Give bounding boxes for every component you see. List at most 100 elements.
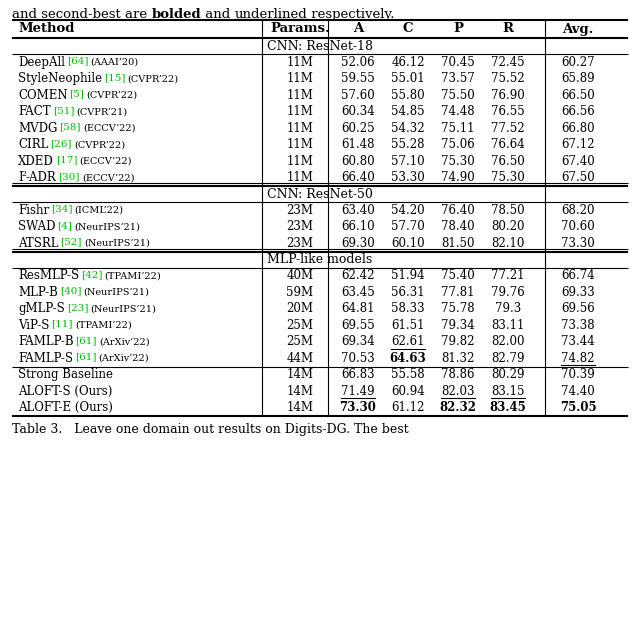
Text: 75.30: 75.30: [491, 171, 525, 184]
Text: 75.06: 75.06: [441, 138, 475, 151]
Text: (NeurIPS’21): (NeurIPS’21): [90, 304, 156, 313]
Text: 82.10: 82.10: [492, 237, 525, 249]
Text: [5]: [5]: [70, 89, 84, 99]
Text: 62.42: 62.42: [341, 269, 375, 282]
Text: (ECCV’22): (ECCV’22): [82, 173, 134, 182]
Text: FACT: FACT: [18, 105, 51, 118]
Text: gMLP-S: gMLP-S: [18, 302, 65, 315]
Text: 64.63: 64.63: [390, 352, 426, 365]
Text: (NeurIPS’21): (NeurIPS’21): [83, 288, 149, 297]
Text: 66.50: 66.50: [561, 89, 595, 102]
Text: 75.11: 75.11: [441, 122, 475, 135]
Text: 23M: 23M: [287, 203, 314, 217]
Text: 80.20: 80.20: [492, 220, 525, 233]
Text: 61.12: 61.12: [391, 401, 425, 415]
Text: 66.40: 66.40: [341, 171, 375, 184]
Text: (ECCV’22): (ECCV’22): [79, 157, 132, 166]
Text: 60.10: 60.10: [391, 237, 425, 249]
Text: 82.03: 82.03: [441, 385, 475, 398]
Text: 74.82: 74.82: [561, 352, 595, 365]
Text: 69.30: 69.30: [341, 237, 375, 249]
Text: 82.00: 82.00: [492, 335, 525, 348]
Text: 70.45: 70.45: [441, 55, 475, 69]
Text: 60.25: 60.25: [341, 122, 375, 135]
Text: (NeurIPS’21): (NeurIPS’21): [74, 222, 140, 231]
Text: 74.90: 74.90: [441, 171, 475, 184]
Text: 11M: 11M: [287, 105, 314, 118]
Text: 11M: 11M: [287, 122, 314, 135]
Text: 73.57: 73.57: [441, 72, 475, 85]
Text: [61]: [61]: [76, 336, 97, 345]
Text: 79.76: 79.76: [491, 286, 525, 299]
Text: 69.33: 69.33: [561, 286, 595, 299]
Text: A: A: [353, 23, 363, 35]
Text: 75.50: 75.50: [441, 89, 475, 102]
Text: 25M: 25M: [287, 319, 314, 332]
Text: R: R: [502, 23, 513, 35]
Text: [34]: [34]: [51, 205, 72, 214]
Text: (ArXiv’22): (ArXiv’22): [99, 354, 149, 363]
Text: 73.38: 73.38: [561, 319, 595, 332]
Text: 46.12: 46.12: [391, 55, 425, 69]
Text: 62.61: 62.61: [391, 335, 425, 348]
Text: 11M: 11M: [287, 55, 314, 69]
Text: 55.80: 55.80: [391, 89, 425, 102]
Text: 2: 2: [22, 170, 27, 178]
Text: 59.55: 59.55: [341, 72, 375, 85]
Text: 66.10: 66.10: [341, 220, 375, 233]
Text: (ICML’22): (ICML’22): [75, 206, 124, 215]
Text: 82.32: 82.32: [440, 401, 477, 415]
Text: (CVPR’21): (CVPR’21): [76, 107, 127, 117]
Text: 64.81: 64.81: [341, 302, 375, 315]
Text: ATSRL: ATSRL: [18, 237, 58, 249]
Text: COMEN: COMEN: [18, 89, 68, 102]
Text: 83.15: 83.15: [492, 385, 525, 398]
Text: CNN: ResNet-50: CNN: ResNet-50: [267, 188, 373, 200]
Text: 70.53: 70.53: [341, 352, 375, 365]
Text: (TPAMI’22): (TPAMI’22): [75, 321, 132, 329]
Text: ResMLP-S: ResMLP-S: [18, 269, 79, 282]
Text: 61.48: 61.48: [341, 138, 375, 151]
Text: MLP-B: MLP-B: [18, 286, 58, 299]
Text: (ECCV’22): (ECCV’22): [83, 123, 136, 133]
Text: 14M: 14M: [287, 369, 314, 381]
Text: 67.12: 67.12: [561, 138, 595, 151]
Text: and: and: [201, 8, 234, 21]
Text: [64]: [64]: [67, 57, 88, 66]
Text: 20M: 20M: [287, 302, 314, 315]
Text: 76.64: 76.64: [491, 138, 525, 151]
Text: [42]: [42]: [81, 270, 102, 279]
Text: Params.: Params.: [270, 23, 330, 35]
Text: Table 3.   Leave one domain out results on Digits-DG. The best: Table 3. Leave one domain out results on…: [12, 423, 408, 436]
Text: 76.50: 76.50: [491, 155, 525, 168]
Text: 67.40: 67.40: [561, 155, 595, 168]
Text: 76.90: 76.90: [491, 89, 525, 102]
Text: 60.34: 60.34: [341, 105, 375, 118]
Text: DeepAll: DeepAll: [18, 55, 65, 69]
Text: 76.55: 76.55: [491, 105, 525, 118]
Text: ViP-S: ViP-S: [18, 319, 49, 332]
Text: (TPAMI’22): (TPAMI’22): [104, 272, 161, 280]
Text: 44M: 44M: [287, 352, 314, 365]
Text: 69.34: 69.34: [341, 335, 375, 348]
Text: 69.56: 69.56: [561, 302, 595, 315]
Text: 40M: 40M: [287, 269, 314, 282]
Text: 11M: 11M: [287, 155, 314, 168]
Text: [26]: [26]: [51, 139, 72, 148]
Text: 11M: 11M: [287, 171, 314, 184]
Text: 11M: 11M: [287, 89, 314, 102]
Text: [17]: [17]: [56, 156, 77, 165]
Text: 83.45: 83.45: [490, 401, 526, 415]
Text: 75.52: 75.52: [491, 72, 525, 85]
Text: 58.33: 58.33: [391, 302, 425, 315]
Text: 57.70: 57.70: [391, 220, 425, 233]
Text: [51]: [51]: [52, 106, 74, 115]
Text: 23M: 23M: [287, 220, 314, 233]
Text: 80.29: 80.29: [492, 369, 525, 381]
Text: [61]: [61]: [75, 353, 97, 362]
Text: MLP-like models: MLP-like models: [268, 253, 372, 266]
Text: 78.86: 78.86: [441, 369, 475, 381]
Text: 66.56: 66.56: [561, 105, 595, 118]
Text: MVDG: MVDG: [18, 122, 58, 135]
Text: 66.74: 66.74: [561, 269, 595, 282]
